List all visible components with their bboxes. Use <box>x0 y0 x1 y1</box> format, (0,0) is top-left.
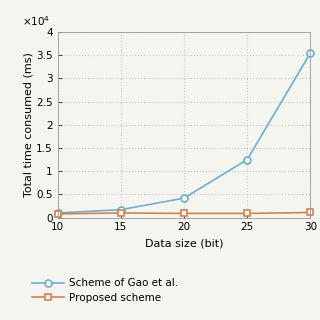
Proposed scheme <box>182 212 186 215</box>
Scheme of Gao et al. <box>119 208 123 212</box>
Line: Scheme of Gao et al.: Scheme of Gao et al. <box>54 49 314 216</box>
Legend: Scheme of Gao et al., Proposed scheme: Scheme of Gao et al., Proposed scheme <box>32 278 178 303</box>
Y-axis label: Total time consumed (ms): Total time consumed (ms) <box>23 52 33 197</box>
Line: Proposed scheme: Proposed scheme <box>55 210 313 217</box>
X-axis label: Data size (bit): Data size (bit) <box>145 238 223 248</box>
Scheme of Gao et al. <box>245 158 249 162</box>
Proposed scheme <box>56 212 60 216</box>
Proposed scheme <box>245 212 249 215</box>
Scheme of Gao et al. <box>308 51 312 55</box>
Text: $\times10^4$: $\times10^4$ <box>22 14 50 28</box>
Proposed scheme <box>119 211 123 215</box>
Scheme of Gao et al. <box>56 211 60 215</box>
Scheme of Gao et al. <box>182 196 186 200</box>
Proposed scheme <box>308 211 312 214</box>
